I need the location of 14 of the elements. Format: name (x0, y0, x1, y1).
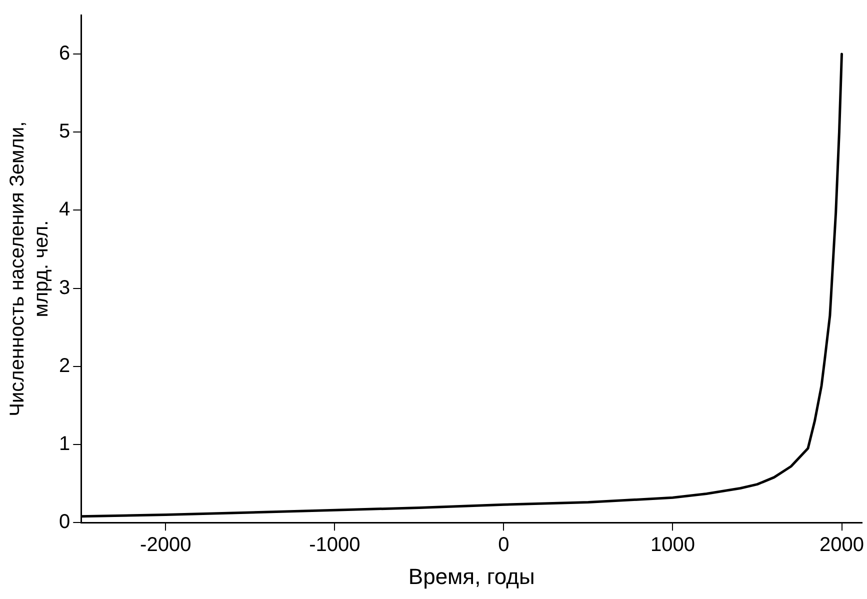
x-tick-label: 0 (498, 534, 510, 556)
x-tick-label: -2000 (140, 534, 192, 556)
y-axis-title: Численность населения Земли, млрд. чел. (6, 121, 53, 416)
y-tick-label: 1 (59, 433, 70, 456)
x-tick-label: -1000 (309, 534, 360, 556)
x-tick-label: 1000 (650, 534, 695, 556)
y-tick-label: 3 (59, 276, 70, 299)
y-tick-label: 0 (59, 511, 70, 534)
x-axis-title: Время, годы (408, 564, 535, 589)
y-tick-label: 2 (59, 354, 70, 377)
y-tick-label: 6 (59, 42, 70, 65)
y-tick-label: 4 (59, 198, 70, 221)
y-tick-label: 5 (59, 120, 70, 143)
x-tick-label: 2000 (820, 534, 864, 556)
